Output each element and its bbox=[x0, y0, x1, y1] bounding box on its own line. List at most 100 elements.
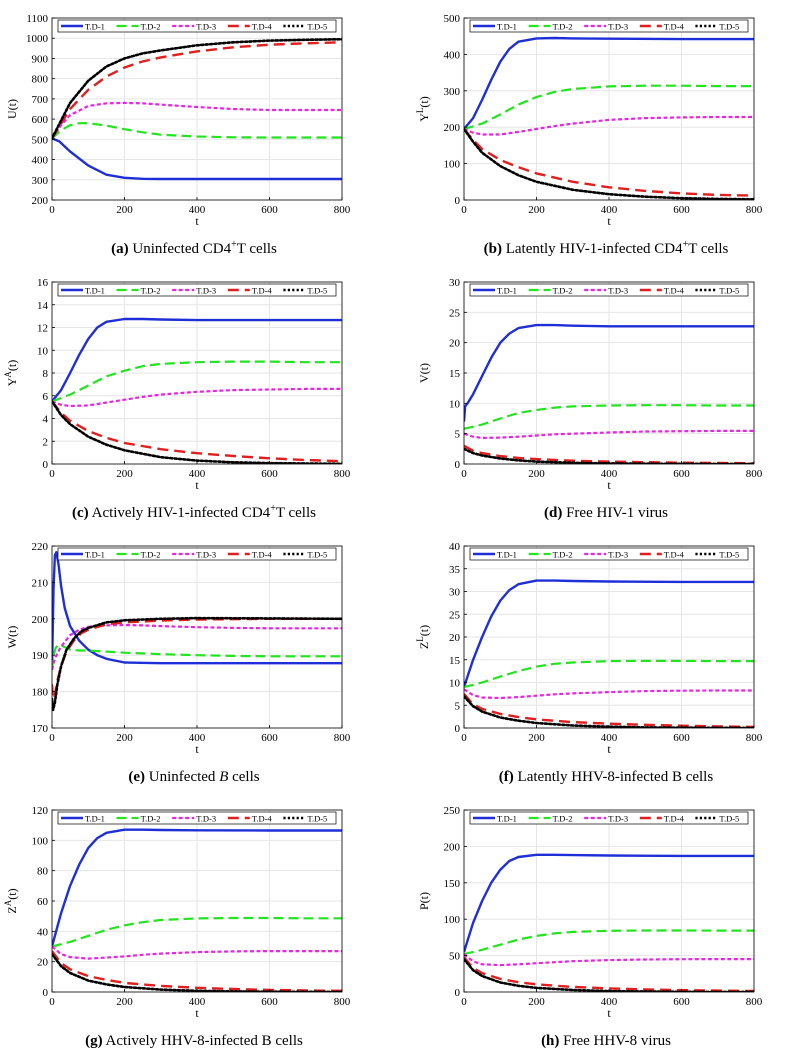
y-tick-label: 16 bbox=[37, 277, 49, 289]
legend: T.D-1 T.D-2 T.D-3 T.D-4 T.D-5 bbox=[469, 547, 749, 561]
legend-label: T.D-1 bbox=[85, 549, 105, 559]
legend-label: T.D-5 bbox=[719, 549, 739, 559]
x-axis-label: t bbox=[607, 214, 611, 228]
legend-label: T.D-2 bbox=[553, 813, 573, 823]
y-tick-label: 100 bbox=[444, 914, 461, 926]
y-tick-label: 15 bbox=[449, 368, 461, 380]
x-tick-label: 200 bbox=[528, 468, 545, 480]
y-tick-label: 120 bbox=[32, 805, 49, 817]
legend-label: T.D-1 bbox=[497, 549, 517, 559]
x-tick-label: 600 bbox=[261, 996, 278, 1008]
y-tick-label: 25 bbox=[449, 307, 461, 319]
legend-label: T.D-3 bbox=[608, 285, 628, 295]
x-tick-label: 200 bbox=[116, 996, 133, 1008]
x-tick-label: 400 bbox=[601, 732, 618, 744]
legend-box bbox=[469, 19, 749, 33]
legend-label: T.D-2 bbox=[141, 21, 161, 31]
x-tick-label: 600 bbox=[673, 996, 690, 1008]
y-tick-label: 0 bbox=[455, 459, 461, 471]
x-tick-label: 800 bbox=[746, 468, 763, 480]
x-tick-label: 400 bbox=[601, 468, 618, 480]
panel-caption: (d) Free HIV-1 virus bbox=[543, 505, 669, 521]
y-tick-label: 0 bbox=[455, 987, 461, 999]
x-tick-label: 400 bbox=[189, 732, 206, 744]
legend-box bbox=[57, 811, 337, 825]
series-line-td-4 bbox=[464, 693, 754, 728]
y-tick-label: 20 bbox=[449, 338, 461, 350]
y-tick-label: 2 bbox=[43, 436, 49, 448]
y-tick-label: 20 bbox=[449, 632, 461, 644]
y-tick-label: 200 bbox=[444, 841, 461, 853]
x-tick-label: 800 bbox=[334, 732, 351, 744]
panel-caption: (c) Actively HIV-1-infected CD4+T cells bbox=[72, 503, 316, 522]
legend-label: T.D-4 bbox=[664, 549, 685, 559]
legend: T.D-1 T.D-2 T.D-3 T.D-4 T.D-5 bbox=[57, 811, 337, 825]
x-tick-label: 400 bbox=[189, 468, 206, 480]
x-axis-label: t bbox=[607, 1006, 611, 1020]
x-tick-label: 800 bbox=[334, 996, 351, 1008]
y-tick-label: 0 bbox=[455, 195, 461, 207]
y-tick-label: 300 bbox=[444, 86, 461, 98]
legend-label: T.D-4 bbox=[664, 285, 685, 295]
y-tick-label: 170 bbox=[32, 723, 49, 735]
y-tick-label: 600 bbox=[32, 114, 49, 126]
legend-label: T.D-1 bbox=[497, 813, 517, 823]
series-line-td-2 bbox=[464, 84, 754, 131]
legend-label: T.D-3 bbox=[196, 21, 216, 31]
y-tick-label: 210 bbox=[32, 577, 49, 589]
legend-label: T.D-4 bbox=[252, 549, 273, 559]
y-tick-label: 220 bbox=[32, 541, 49, 553]
legend-box bbox=[469, 811, 749, 825]
chart-panel-6: 0 200 400 600 800 0 20 40 60 80 100 120 t ZA(t) T.D-1 T… bbox=[3, 796, 384, 1060]
series-line-td-2 bbox=[52, 122, 342, 140]
y-tick-label: 150 bbox=[444, 878, 461, 890]
series-line-td-3 bbox=[52, 945, 342, 960]
legend-label: T.D-3 bbox=[196, 549, 216, 559]
y-tick-label: 5 bbox=[455, 429, 461, 441]
legend-label: T.D-2 bbox=[141, 549, 161, 559]
y-axis-label: P(t) bbox=[417, 892, 431, 910]
chart-panel-7: 0 200 400 600 800 0 50 100 150 200 250 t P(t) T.D-1 T.… bbox=[416, 796, 796, 1060]
x-tick-label: 800 bbox=[746, 204, 763, 216]
series-line-td-3 bbox=[52, 101, 342, 139]
y-tick-label: 800 bbox=[32, 74, 49, 86]
chart-svg: 0 200 400 600 800200300400500600700800900100… bbox=[5, 13, 351, 228]
legend-box bbox=[57, 283, 337, 297]
x-tick-label: 600 bbox=[261, 468, 278, 480]
x-tick-label: 0 bbox=[461, 732, 467, 744]
legend-label: T.D-3 bbox=[608, 813, 628, 823]
legend-label: T.D-5 bbox=[307, 813, 327, 823]
series-line-td-3 bbox=[464, 688, 754, 700]
series-line-td-5 bbox=[52, 400, 342, 464]
y-tick-label: 700 bbox=[32, 94, 49, 106]
legend-label: T.D-1 bbox=[85, 21, 105, 31]
legend-box bbox=[469, 547, 749, 561]
x-axis-label: t bbox=[607, 478, 611, 492]
y-tick-label: 0 bbox=[455, 723, 461, 735]
chart-panel-4: 0 200 400 600 800 170 180 190 200 210 220 t W(t) T.D-… bbox=[4, 532, 384, 796]
y-tick-label: 1100 bbox=[26, 13, 48, 25]
legend-label: T.D-1 bbox=[85, 285, 105, 295]
x-tick-label: 600 bbox=[673, 204, 690, 216]
legend-box bbox=[57, 19, 337, 33]
legend-label: T.D-2 bbox=[553, 285, 573, 295]
series-line-td-2 bbox=[464, 404, 754, 430]
y-tick-label: 20 bbox=[37, 957, 49, 969]
x-tick-label: 0 bbox=[49, 732, 55, 744]
y-axis-label: W(t) bbox=[5, 626, 19, 649]
y-tick-label: 30 bbox=[449, 587, 461, 599]
series-line-td-2 bbox=[52, 916, 342, 948]
y-tick-label: 15 bbox=[449, 655, 461, 667]
x-axis-label: t bbox=[195, 1006, 199, 1020]
x-tick-label: 0 bbox=[461, 204, 467, 216]
series-line-td-1 bbox=[464, 36, 754, 130]
y-axis-label: YA(t) bbox=[3, 360, 19, 387]
x-tick-label: 600 bbox=[261, 732, 278, 744]
x-axis-label: t bbox=[607, 742, 611, 756]
y-tick-label: 50 bbox=[449, 951, 461, 963]
x-tick-label: 0 bbox=[49, 996, 55, 1008]
legend: T.D-1 T.D-2 T.D-3 T.D-4 T.D-5 bbox=[57, 19, 337, 33]
chart-svg: 0 200 400 600 800 0 100 200 300 400 500 t YL(t) T.D-1… bbox=[415, 13, 763, 228]
series-line-td-3 bbox=[52, 387, 342, 408]
